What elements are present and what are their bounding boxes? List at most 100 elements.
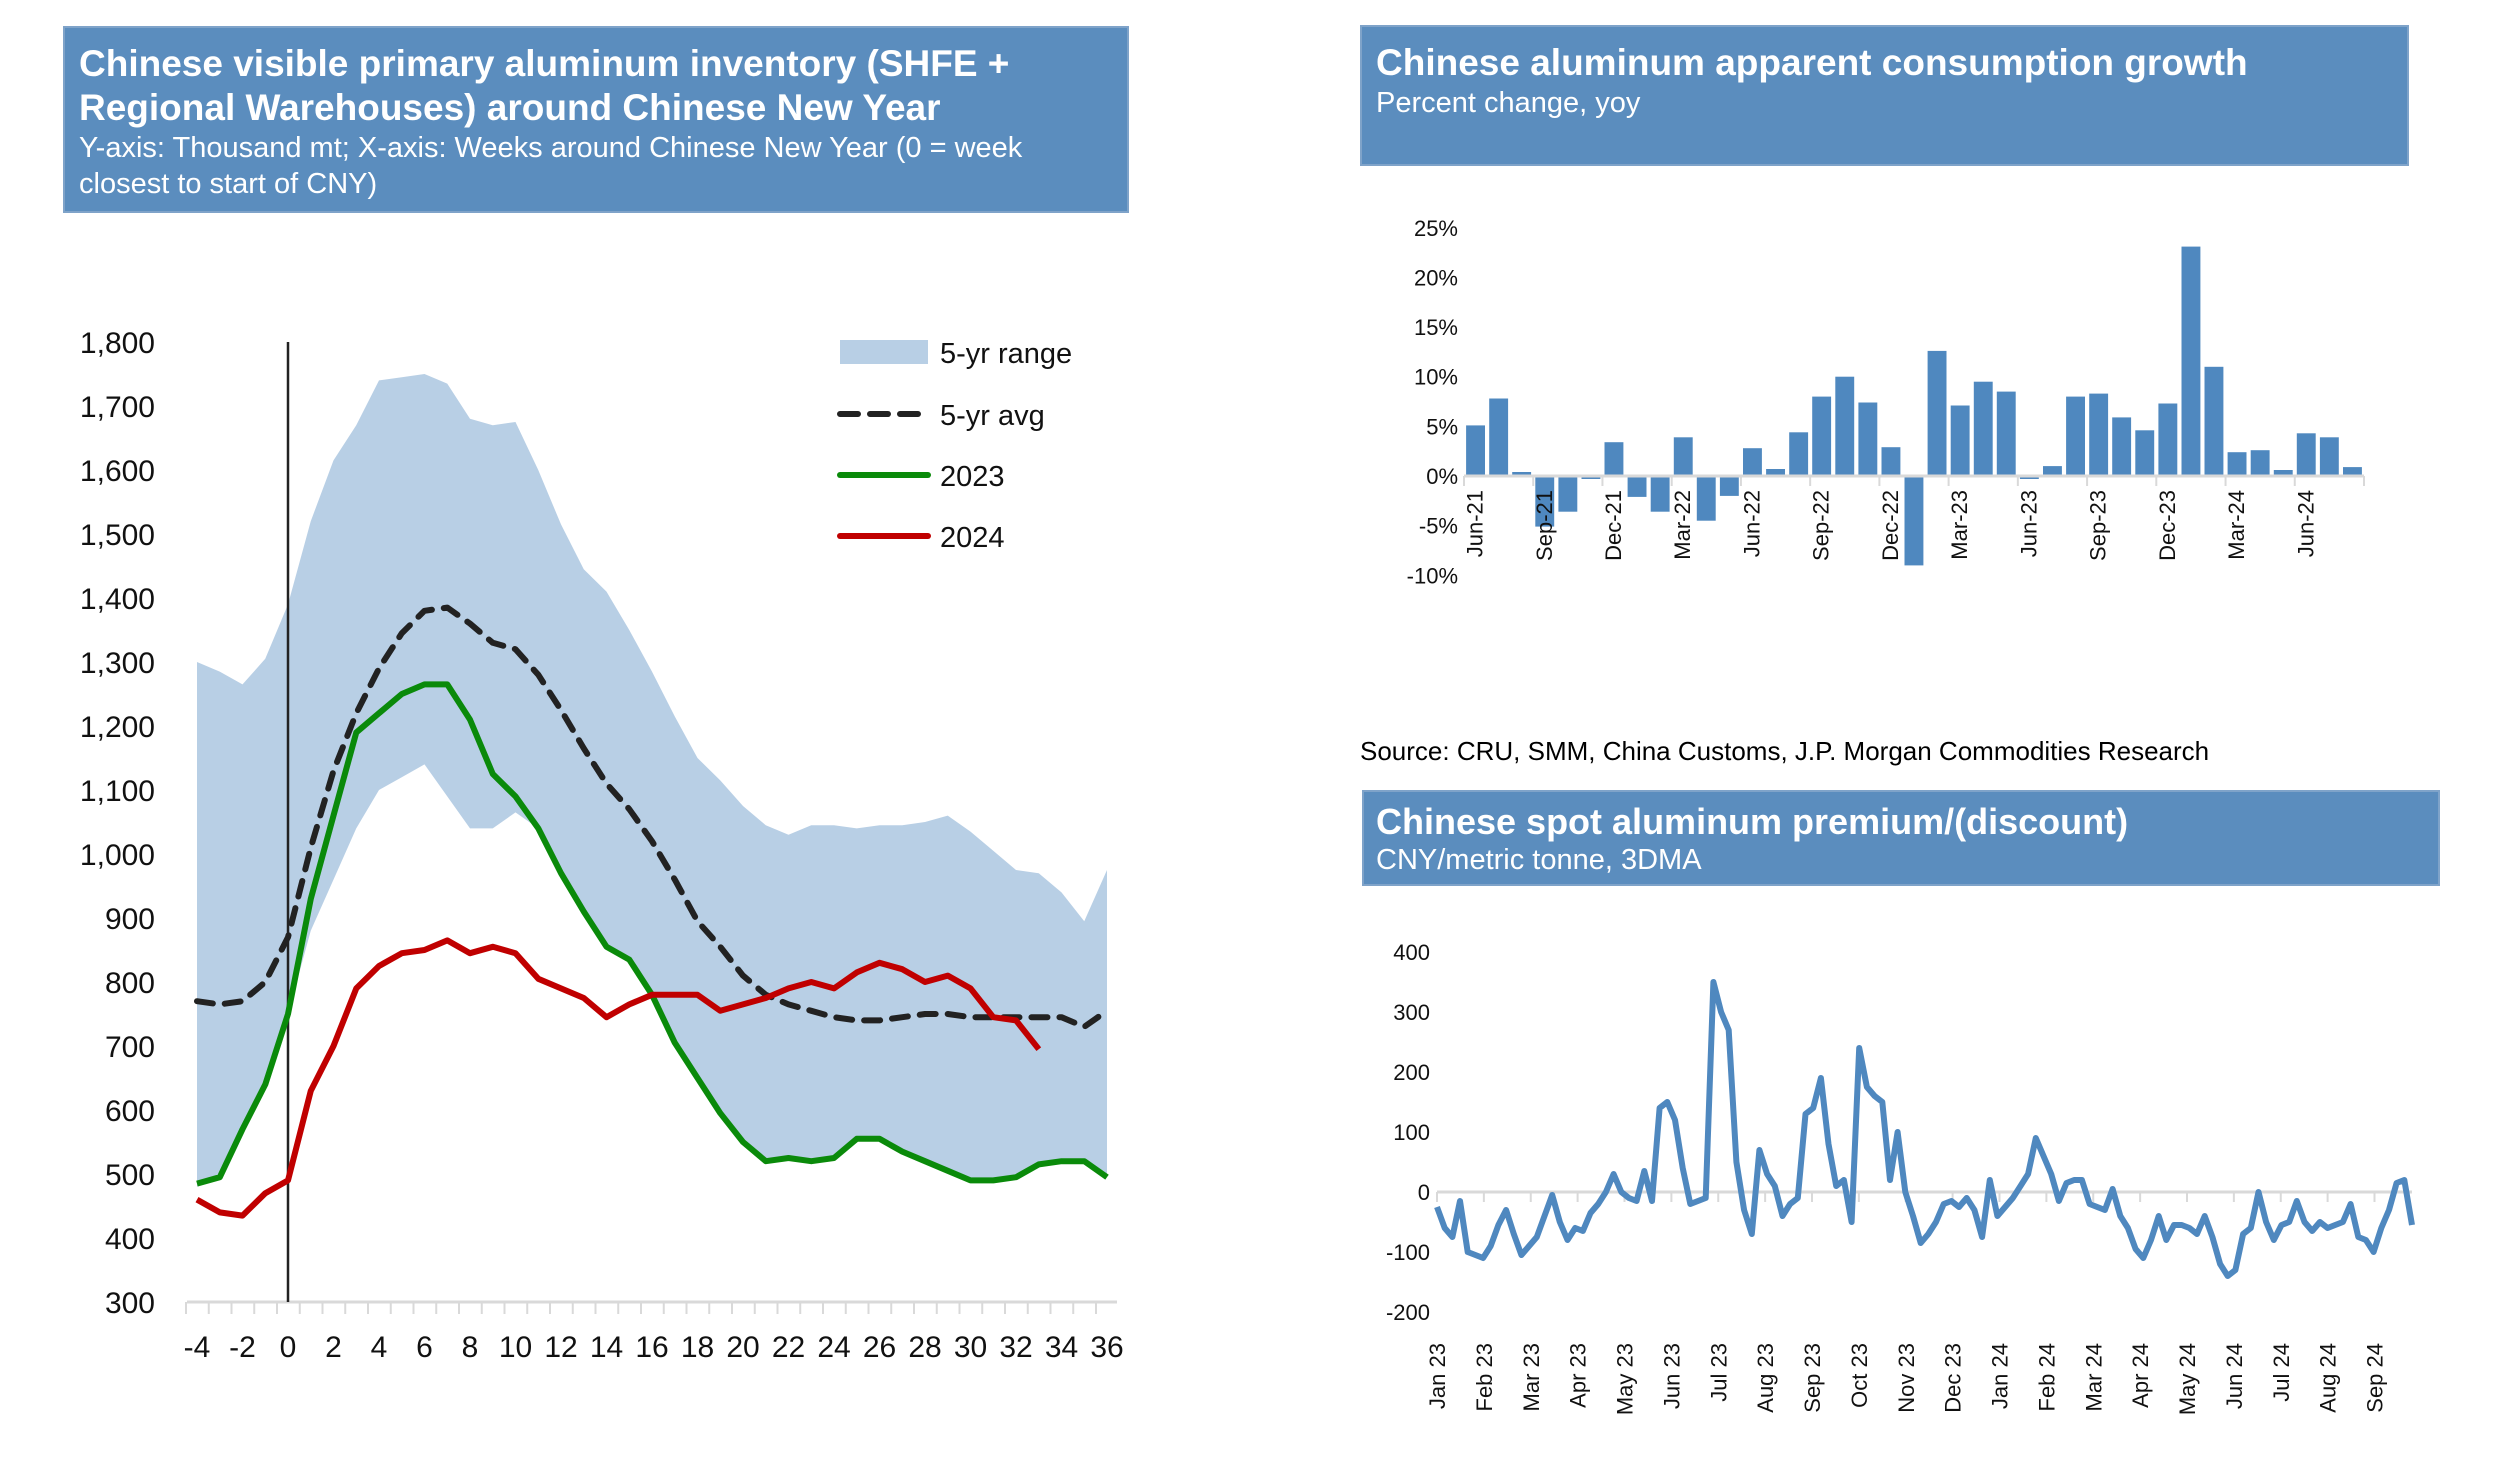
x-tick-label: Jun-23 <box>2016 490 2041 557</box>
x-tick-label: Apr 23 <box>1566 1343 1591 1408</box>
bar-apr-23 <box>1973 381 1993 476</box>
bar-sep-21 <box>1535 476 1555 527</box>
x-tick-label: 18 <box>681 1331 714 1364</box>
y-tick-label: -5% <box>1419 514 1458 539</box>
bar-jan-22 <box>1627 476 1647 497</box>
x-tick-label: 0 <box>280 1331 297 1364</box>
y-tick-label: 1,300 <box>80 647 155 680</box>
y-tick-label: -200 <box>1386 1300 1430 1325</box>
bar-mar-24 <box>2227 452 2247 476</box>
y-tick-label: 1,400 <box>80 583 155 616</box>
y-tick-label: 1,500 <box>80 519 155 552</box>
inventory-legend: 5-yr range 5-yr avg 2023 2024 <box>837 338 1072 554</box>
y-tick-label: 0% <box>1426 464 1458 489</box>
bar-jan-23 <box>1904 476 1924 566</box>
y-tick-label: -100 <box>1386 1240 1430 1265</box>
x-tick-label: Jun 23 <box>1659 1343 1684 1409</box>
x-tick-label: 36 <box>1090 1331 1123 1364</box>
legend-label-5-yr-avg: 5-yr avg <box>940 400 1045 432</box>
x-tick-label: 2 <box>325 1331 342 1364</box>
y-tick-label: 25% <box>1414 216 1458 241</box>
inventory-chart-header: Chinese visible primary aluminum invento… <box>63 26 1129 213</box>
bar-jul-23 <box>2043 466 2062 476</box>
x-tick-label: 20 <box>726 1331 759 1364</box>
inventory-chart-subtitle-line1: Y-axis: Thousand mt; X-axis: Weeks aroun… <box>79 132 1023 164</box>
consumption-chart-subtitle: Percent change, yoy <box>1376 87 1641 119</box>
y-tick-label: -10% <box>1407 563 1458 588</box>
x-tick-label: Feb 23 <box>1472 1343 1497 1412</box>
y-tick-label: 100 <box>1393 1120 1430 1145</box>
legend-swatch-5-yr-range <box>840 340 928 364</box>
x-tick-label: Mar 23 <box>1519 1343 1544 1411</box>
x-tick-label: May 24 <box>2175 1343 2200 1415</box>
bar-oct-23 <box>2112 417 2132 476</box>
x-tick-label: Dec-23 <box>2155 490 2180 561</box>
legend-label-5-yr-range: 5-yr range <box>940 338 1072 370</box>
y-tick-label: 300 <box>1393 1000 1430 1025</box>
x-tick-label: Nov 23 <box>1894 1343 1919 1413</box>
x-tick-label: -2 <box>229 1331 256 1364</box>
bar-oct-21 <box>1558 476 1578 512</box>
x-tick-label: Dec-21 <box>1601 490 1626 561</box>
bar-jul-21 <box>1489 398 1509 476</box>
x-tick-label: 16 <box>635 1331 668 1364</box>
bar-feb-23 <box>1927 350 1947 476</box>
premium-chart-header: Chinese spot aluminum premium/(discount)… <box>1362 790 2440 886</box>
series-line-2024 <box>195 937 1042 1219</box>
y-tick-label: 200 <box>1393 1060 1430 1085</box>
bar-apr-22 <box>1696 476 1716 521</box>
x-tick-label: 28 <box>908 1331 941 1364</box>
x-tick-label: Jun-21 <box>1463 490 1488 557</box>
legend-label-2023: 2023 <box>940 461 1005 493</box>
inventory-chart-subtitle-line2: closest to start of CNY) <box>79 168 378 200</box>
x-tick-label: 6 <box>416 1331 433 1364</box>
consumption-chart: -10% -5% 0% 5% 10% 15% 20% 25% Jun-21 Sep-21 Dec-2… <box>1407 216 2365 588</box>
y-tick-label: 15% <box>1414 315 1458 340</box>
bar-aug-21 <box>1512 472 1532 476</box>
x-tick-label: 8 <box>462 1331 479 1364</box>
y-tick-label: 400 <box>105 1223 155 1256</box>
y-tick-label: 1,000 <box>80 839 155 872</box>
x-tick-label: 34 <box>1045 1331 1078 1364</box>
x-tick-label: Mar-24 <box>2224 490 2249 560</box>
x-tick-label: Dec-22 <box>1878 490 1903 561</box>
bar-sep-23 <box>2089 393 2109 476</box>
x-tick-label: Jul 23 <box>1706 1343 1731 1402</box>
premium-series-line <box>1434 979 2415 1279</box>
bar-may-22 <box>1719 476 1739 496</box>
bar-jul-22 <box>1766 469 1785 476</box>
x-tick-label: Mar-23 <box>1947 490 1972 560</box>
x-tick-label: 4 <box>371 1331 388 1364</box>
bar-jan-24 <box>2181 246 2201 476</box>
consumption-chart-title: Chinese aluminum apparent consumption gr… <box>1376 42 2248 83</box>
x-tick-label: Aug 23 <box>1753 1343 1778 1413</box>
bar-nov-23 <box>2135 430 2155 476</box>
bar-aug-22 <box>1789 432 1809 476</box>
bar-sep-22 <box>1812 396 1832 476</box>
bar-dec-23 <box>2158 403 2178 476</box>
x-tick-label: Oct 23 <box>1847 1343 1872 1408</box>
bar-dec-21 <box>1604 442 1624 476</box>
x-tick-label: Sep 23 <box>1800 1343 1825 1413</box>
y-tick-label: 500 <box>105 1159 155 1192</box>
x-tick-label: 24 <box>817 1331 850 1364</box>
series-line-5-yr-avg <box>194 604 1110 1030</box>
y-tick-label: 0 <box>1418 1180 1430 1205</box>
y-tick-label: 20% <box>1414 265 1458 290</box>
x-tick-label: Mar-22 <box>1670 490 1695 560</box>
y-tick-label: 5% <box>1426 414 1458 439</box>
x-tick-label: Jul 24 <box>2269 1343 2294 1402</box>
x-tick-label: Dec 23 <box>1941 1343 1966 1413</box>
x-tick-label: 32 <box>999 1331 1032 1364</box>
source-note: Source: CRU, SMM, China Customs, J.P. Mo… <box>1360 736 2210 766</box>
inventory-chart: 3004005006007008009001,0001,1001,2001,30… <box>80 327 1124 1364</box>
x-tick-label: Jun 24 <box>2222 1343 2247 1409</box>
bar-jun-22 <box>1743 448 1762 476</box>
bar-jun-24 <box>2296 433 2316 476</box>
x-tick-label: Apr 24 <box>2128 1343 2153 1408</box>
bar-jul-24 <box>2319 437 2339 476</box>
consumption-chart-header: Chinese aluminum apparent consumption gr… <box>1360 25 2409 166</box>
x-tick-label: 22 <box>772 1331 805 1364</box>
bar-jun-21 <box>1466 425 1485 476</box>
